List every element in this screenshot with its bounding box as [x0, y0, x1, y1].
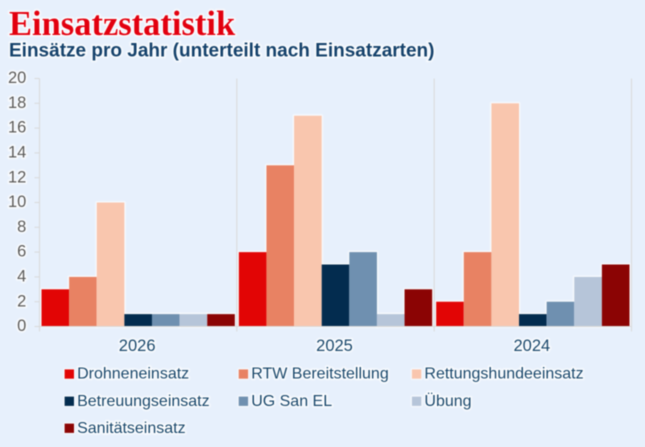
svg-text:Betreuungseinsatz: Betreuungseinsatz — [77, 393, 210, 410]
svg-text:2026: 2026 — [119, 337, 156, 355]
svg-text:8: 8 — [17, 218, 26, 236]
svg-text:Einsatzstatistik: Einsatzstatistik — [9, 5, 236, 43]
svg-text:10: 10 — [8, 193, 26, 211]
svg-text:2: 2 — [17, 292, 26, 310]
svg-text:Drohneneinsatz: Drohneneinsatz — [77, 366, 189, 383]
svg-text:20: 20 — [8, 69, 26, 87]
svg-text:RTW Bereitstellung: RTW Bereitstellung — [251, 366, 389, 383]
svg-text:12: 12 — [8, 168, 26, 186]
svg-text:16: 16 — [8, 119, 26, 137]
svg-text:2025: 2025 — [316, 337, 353, 355]
svg-text:2024: 2024 — [513, 337, 550, 355]
svg-text:UG San EL: UG San EL — [251, 393, 332, 410]
svg-text:Betreuungseinsatz: Betreuungseinsatz — [77, 393, 210, 410]
svg-text:0: 0 — [17, 317, 26, 335]
svg-text:4: 4 — [17, 268, 26, 286]
svg-text:UG San EL: UG San EL — [251, 393, 332, 410]
svg-text:Sanitätseinsatz: Sanitätseinsatz — [77, 420, 186, 437]
svg-text:20: 20 — [8, 69, 26, 87]
svg-text:14: 14 — [8, 144, 26, 162]
svg-text:2025: 2025 — [316, 337, 353, 355]
svg-text:Rettungshundeeinsatz: Rettungshundeeinsatz — [424, 366, 583, 383]
svg-text:8: 8 — [17, 218, 26, 236]
svg-text:0: 0 — [17, 317, 26, 335]
svg-text:Übung: Übung — [424, 392, 471, 410]
svg-text:14: 14 — [8, 144, 26, 162]
svg-text:Sanitätseinsatz: Sanitätseinsatz — [77, 420, 186, 437]
svg-text:Einsätze pro Jahr (unterteilt: Einsätze pro Jahr (unterteilt nach Einsa… — [9, 40, 434, 61]
svg-text:6: 6 — [17, 243, 26, 261]
svg-text:18: 18 — [8, 94, 26, 112]
svg-text:4: 4 — [17, 268, 26, 286]
svg-text:Rettungshundeeinsatz: Rettungshundeeinsatz — [424, 366, 583, 383]
svg-text:12: 12 — [8, 168, 26, 186]
svg-text:Drohneneinsatz: Drohneneinsatz — [77, 366, 189, 383]
svg-text:18: 18 — [8, 94, 26, 112]
svg-text:2: 2 — [17, 292, 26, 310]
svg-text:2024: 2024 — [513, 337, 550, 355]
svg-text:16: 16 — [8, 119, 26, 137]
svg-text:Einsatzstatistik: Einsatzstatistik — [9, 5, 236, 43]
svg-text:RTW Bereitstellung: RTW Bereitstellung — [251, 366, 389, 383]
svg-text:2026: 2026 — [119, 337, 156, 355]
svg-text:Einsätze pro Jahr (unterteilt: Einsätze pro Jahr (unterteilt nach Einsa… — [9, 40, 434, 61]
svg-text:Übung: Übung — [424, 392, 471, 410]
svg-text:10: 10 — [8, 193, 26, 211]
svg-text:6: 6 — [17, 243, 26, 261]
